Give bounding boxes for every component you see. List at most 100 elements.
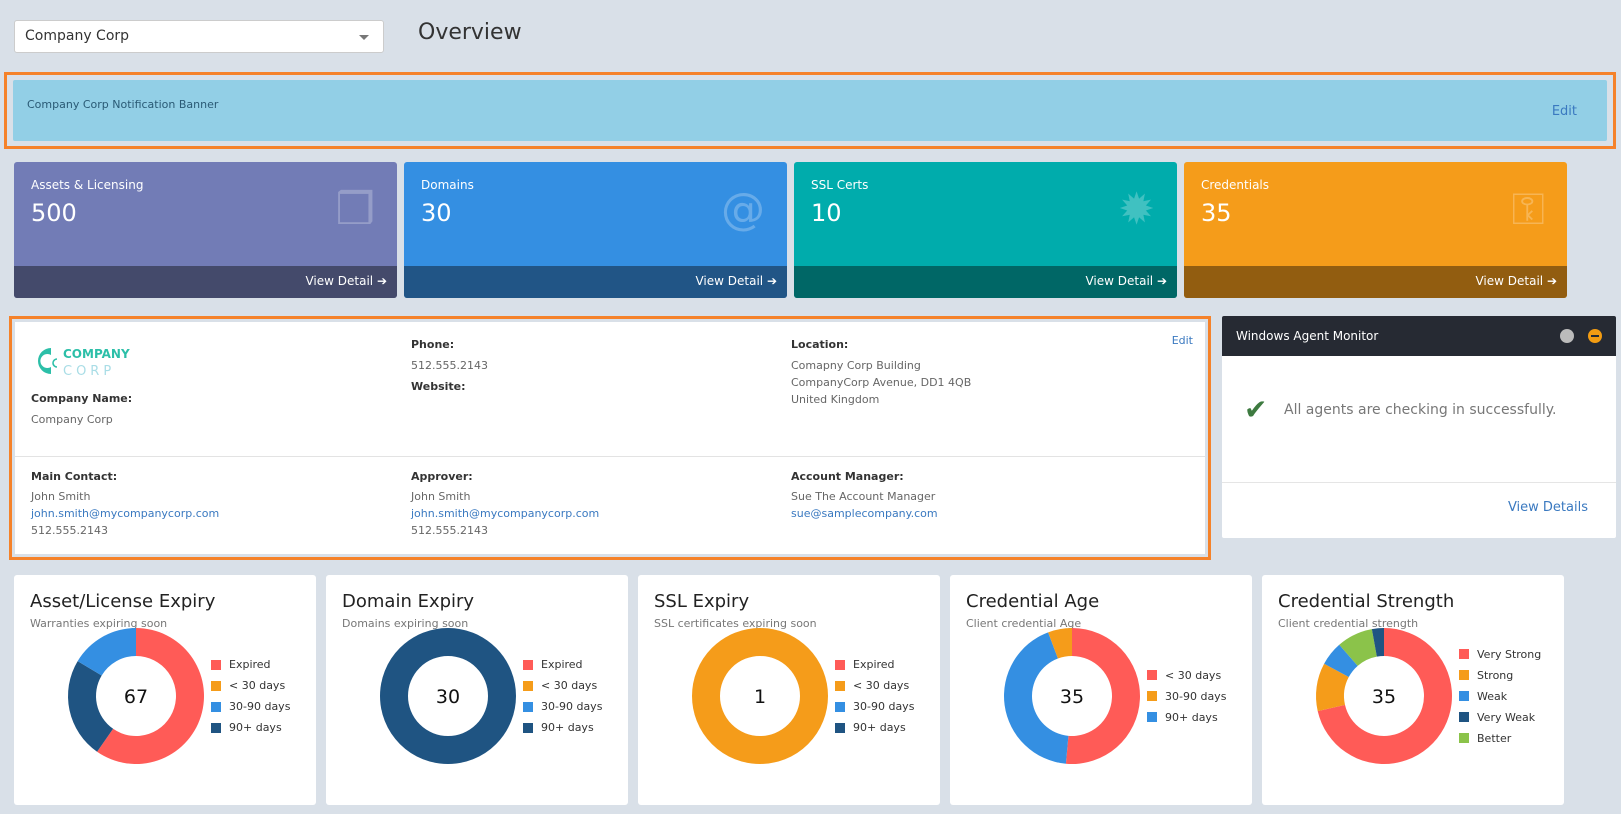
chart-card: Domain Expiry Domains expiring soon 30 Exp…: [326, 575, 628, 805]
legend-item[interactable]: 90+ days: [835, 717, 914, 738]
notification-banner: Company Corp Notification Banner Edit: [13, 80, 1607, 141]
key-icon: ⚿: [1511, 184, 1545, 235]
monitor-view-details-link[interactable]: View Details: [1507, 500, 1588, 515]
legend-label: Expired: [541, 658, 583, 671]
view-detail-link[interactable]: View Detail ➔: [794, 266, 1177, 298]
approver-phone: 512.555.2143: [411, 524, 488, 537]
donut-total: 1: [754, 686, 766, 708]
donut-slice-strong[interactable]: [1316, 663, 1349, 712]
legend-swatch: [835, 722, 845, 733]
expand-icon[interactable]: [1560, 329, 1574, 343]
main-contact-email-link[interactable]: john.smith@mycompanycorp.com: [31, 507, 220, 520]
cubes-icon: ❒: [335, 184, 375, 235]
banner-edit-link[interactable]: Edit: [1551, 104, 1577, 119]
account-manager: Account Manager: Sue The Account Manager…: [791, 470, 938, 522]
donut-chart: 30: [380, 628, 516, 764]
legend-item[interactable]: Very Strong: [1459, 644, 1541, 665]
legend-item[interactable]: < 30 days: [523, 675, 602, 696]
legend-item[interactable]: Expired: [835, 654, 914, 675]
legend-swatch: [523, 659, 533, 670]
legend-swatch: [211, 701, 221, 712]
stat-tile-assets-licensing: Assets & Licensing 500 ❒ View Detail ➔: [14, 162, 397, 298]
chart-legend: Expired < 30 days 30-90 days 90+ days: [835, 654, 914, 738]
minimize-icon[interactable]: [1588, 329, 1602, 343]
tile-value: 10: [811, 199, 842, 227]
legend-item[interactable]: Better: [1459, 728, 1541, 749]
account-manager-label: Account Manager:: [791, 470, 904, 483]
chart-subtitle: Client credential Age: [966, 617, 1082, 630]
chart-subtitle: Domains expiring soon: [342, 617, 469, 630]
legend-item[interactable]: Weak: [1459, 686, 1541, 707]
legend-item[interactable]: 90+ days: [211, 717, 290, 738]
legend-item[interactable]: < 30 days: [835, 675, 914, 696]
donut-slice-90-days[interactable]: [380, 628, 516, 764]
legend-label: < 30 days: [229, 679, 286, 692]
legend-label: 90+ days: [229, 721, 282, 734]
legend-swatch: [211, 659, 221, 670]
donut-slice-weak[interactable]: [1324, 644, 1358, 678]
donut-slice-better[interactable]: [1339, 629, 1377, 666]
approver-email-link[interactable]: john.smith@mycompanycorp.com: [411, 507, 600, 520]
legend-item[interactable]: Expired: [523, 654, 602, 675]
legend-item[interactable]: < 30 days: [1147, 665, 1226, 686]
view-detail-link[interactable]: View Detail ➔: [1184, 266, 1567, 298]
legend-item[interactable]: < 30 days: [211, 675, 290, 696]
donut-chart: 35: [1004, 628, 1140, 764]
view-detail-link[interactable]: View Detail ➔: [14, 266, 397, 298]
chart-card: Asset/License Expiry Warranties expiring…: [14, 575, 316, 805]
donut-slice-90-days[interactable]: [1004, 632, 1069, 764]
page-title: Overview: [418, 20, 522, 45]
donut-total: 35: [1372, 686, 1396, 708]
donut-slice-30-90-days[interactable]: [77, 628, 136, 676]
donut-chart: 35: [1316, 628, 1452, 764]
donut-slice--30-days[interactable]: [692, 628, 828, 764]
legend-item[interactable]: 90+ days: [523, 717, 602, 738]
chart-card: Credential Strength Client credential st…: [1262, 575, 1564, 805]
legend-label: < 30 days: [1165, 668, 1222, 682]
chart-title: Credential Age: [966, 591, 1100, 612]
logo-word-corp: CORP: [63, 364, 115, 378]
donut-slice-very-weak[interactable]: [1371, 628, 1384, 657]
location-line: Comapny Corp Building: [791, 359, 921, 372]
donut-slice-very-strong[interactable]: [1317, 628, 1452, 764]
chart-legend: Expired < 30 days 30-90 days 90+ days: [211, 654, 290, 738]
chart-card: Credential Age Client credential Age 35 < …: [950, 575, 1252, 805]
legend-item[interactable]: Strong: [1459, 665, 1541, 686]
legend-item[interactable]: 30-90 days: [1147, 686, 1226, 707]
legend-item[interactable]: 90+ days: [1147, 707, 1226, 728]
donut-slice--30-days[interactable]: [1065, 628, 1140, 764]
view-detail-link[interactable]: View Detail ➔: [404, 266, 787, 298]
company-info-edit-link[interactable]: Edit: [1171, 334, 1193, 347]
legend-item[interactable]: 30-90 days: [211, 696, 290, 717]
donut-slice-30-90-days[interactable]: [1048, 628, 1072, 659]
view-detail-label: View Detail: [305, 274, 374, 288]
donut-slice-90-days[interactable]: [68, 661, 114, 752]
chart-legend: < 30 days 30-90 days 90+ days: [1147, 665, 1226, 728]
donut-total: 35: [1060, 686, 1084, 708]
tile-label: Assets & Licensing: [31, 178, 144, 192]
donut-chart: 1: [692, 628, 828, 764]
legend-swatch: [1459, 733, 1469, 743]
arrow-circle-right-icon: ➔: [766, 274, 777, 288]
banner-text: Company Corp Notification Banner: [27, 98, 219, 111]
legend-item[interactable]: Very Weak: [1459, 707, 1541, 728]
legend-label: Better: [1477, 731, 1512, 745]
legend-swatch: [211, 722, 221, 733]
logo-mark-small-c: [52, 358, 58, 368]
legend-item[interactable]: Expired: [211, 654, 290, 675]
view-detail-label: View Detail: [1085, 274, 1154, 288]
approver-name: John Smith: [411, 490, 471, 503]
donut-slice-expired[interactable]: [97, 628, 204, 764]
legend-item[interactable]: 30-90 days: [835, 696, 914, 717]
chart-legend: Very Strong Strong Weak Very Weak Better: [1459, 644, 1541, 749]
monitor-message: All agents are checking in successfully.: [1284, 402, 1557, 418]
company-select[interactable]: Company Corp: [14, 20, 384, 53]
monitor-title: Windows Agent Monitor: [1236, 329, 1379, 343]
location-line: CompanyCorp Avenue, DD1 4QB: [791, 376, 972, 389]
legend-item[interactable]: 30-90 days: [523, 696, 602, 717]
legend-label: Very Strong: [1477, 647, 1542, 661]
account-manager-email-link[interactable]: sue@samplecompany.com: [791, 507, 938, 520]
legend-label: Weak: [1477, 689, 1508, 703]
tile-value: 500: [31, 199, 77, 227]
chart-subtitle: SSL certificates expiring soon: [654, 617, 817, 630]
